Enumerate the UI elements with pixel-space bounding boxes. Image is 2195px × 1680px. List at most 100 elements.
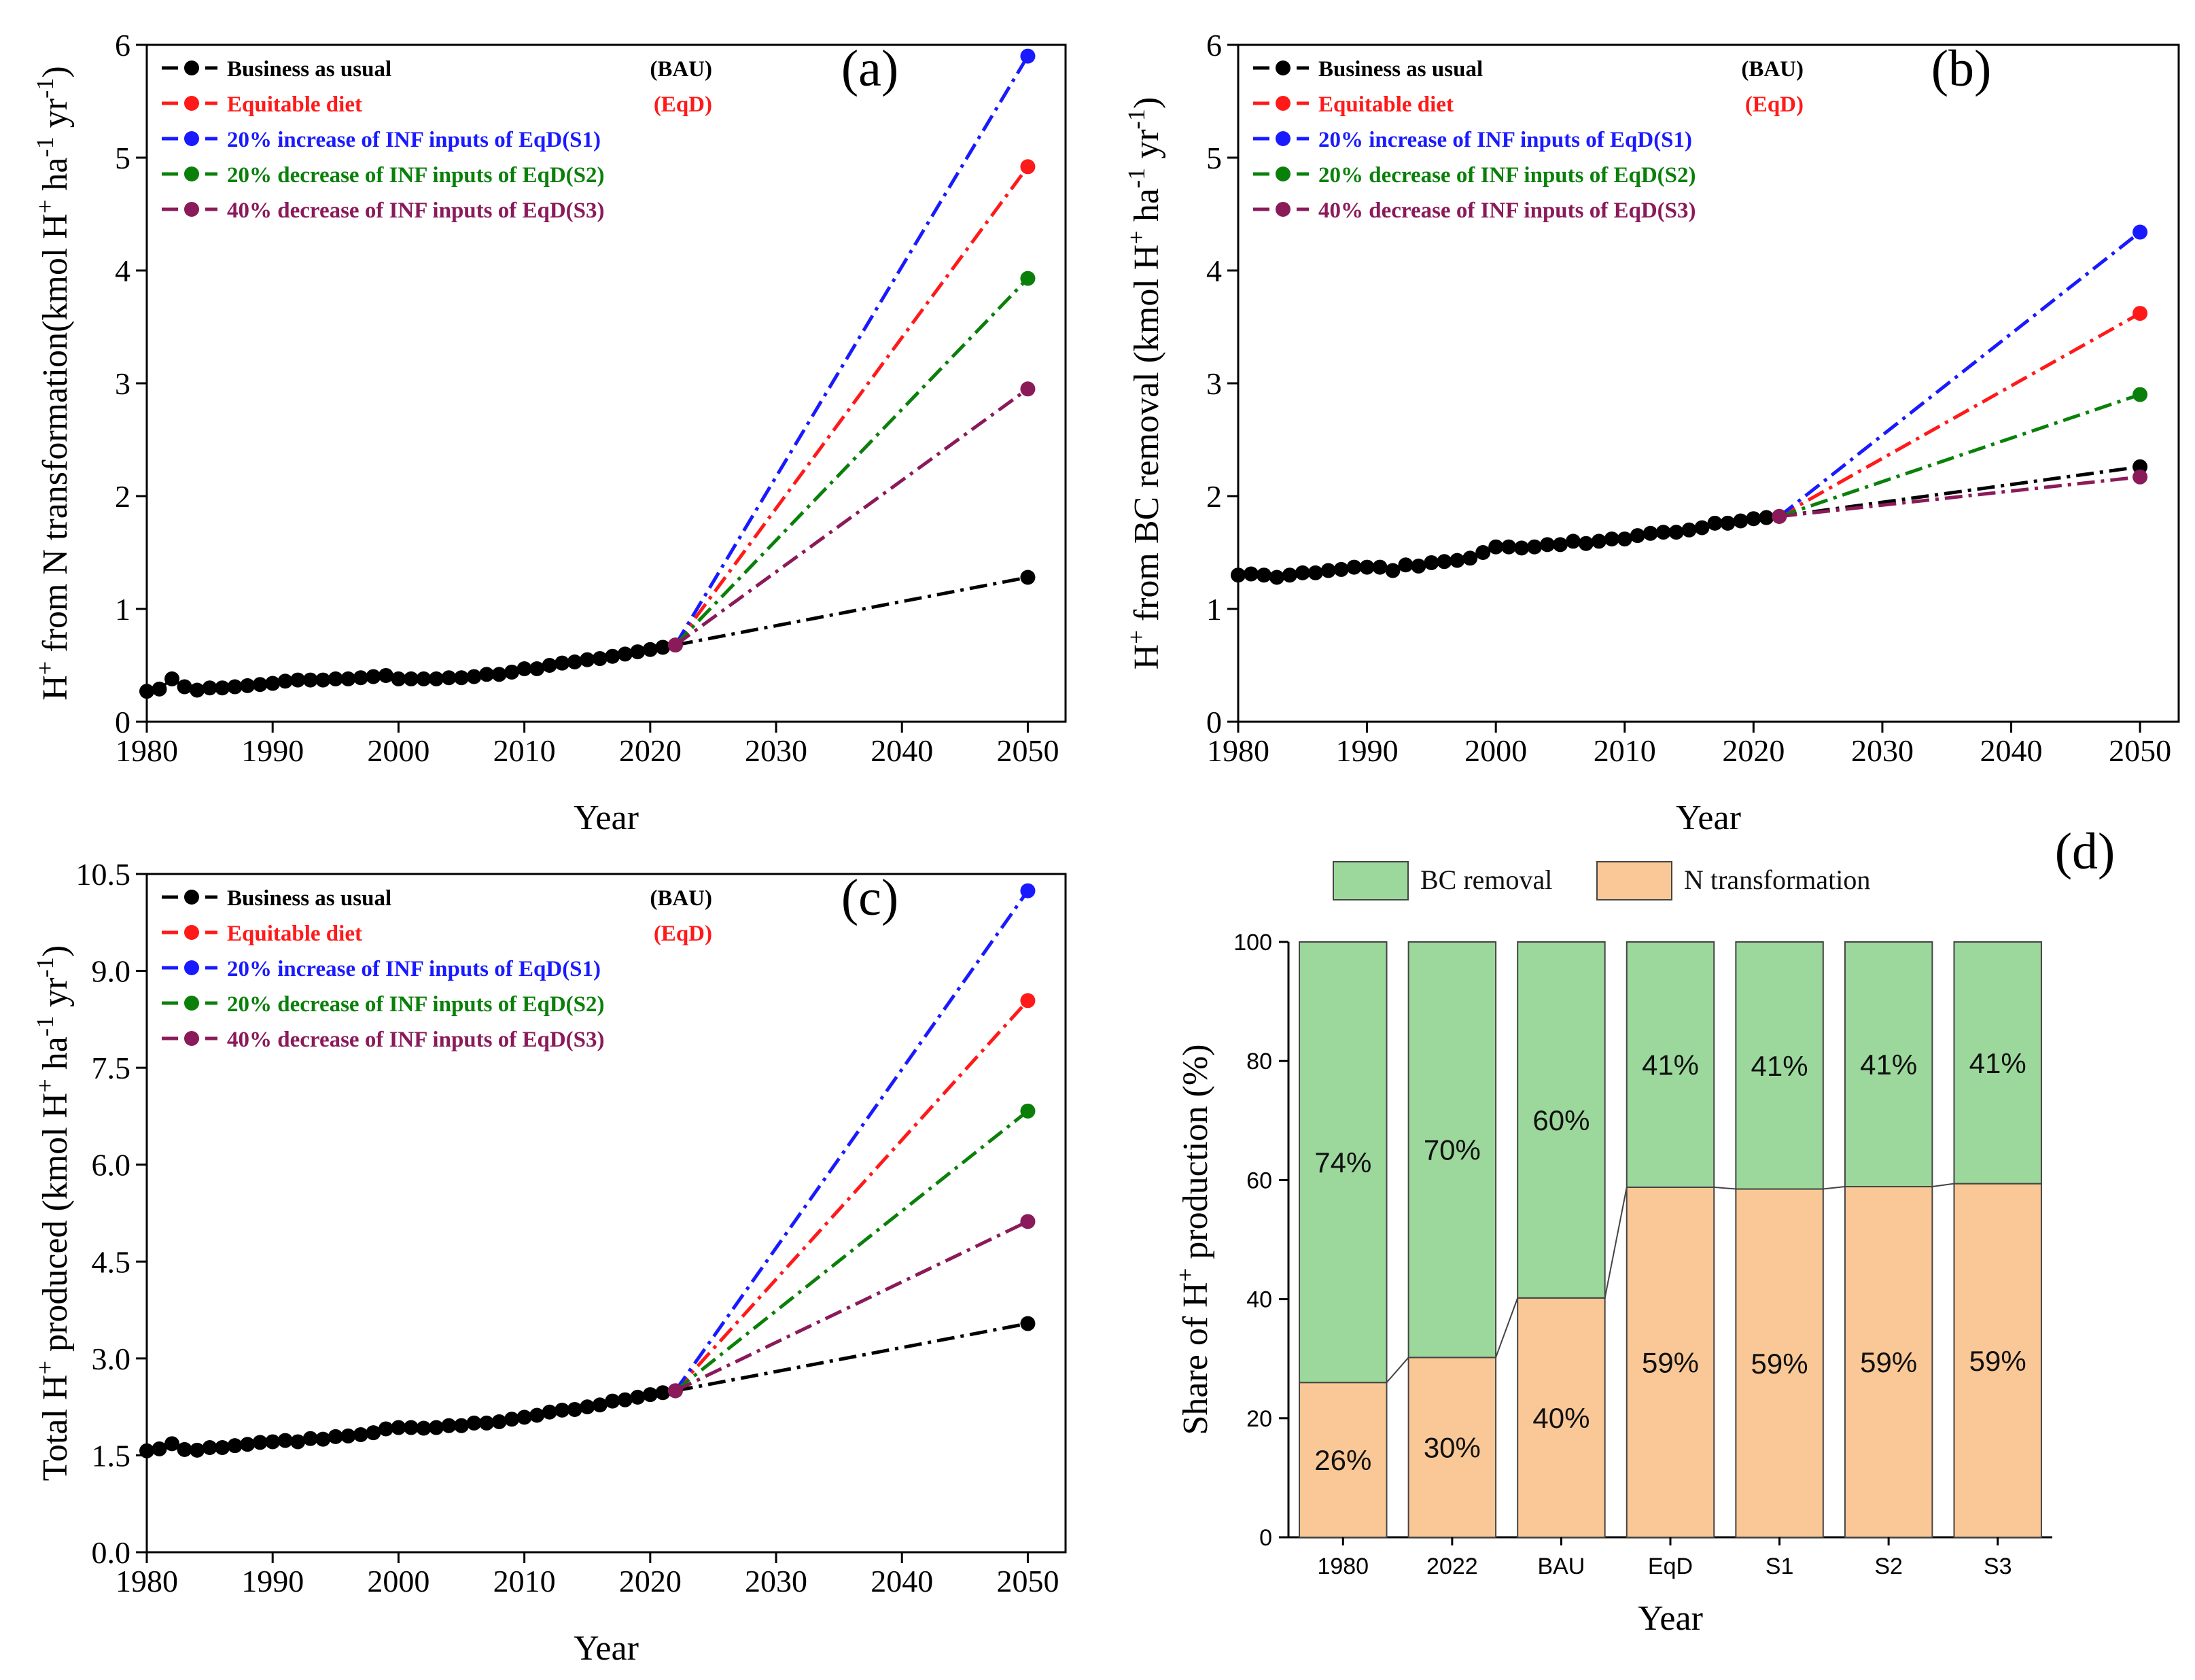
x-tick-label: S2 <box>1874 1554 1903 1579</box>
bar-label-bc: 41% <box>1969 1047 2026 1079</box>
data-point <box>1746 511 1761 527</box>
data-point <box>1295 565 1310 580</box>
x-tick-label: 1980 <box>1207 733 1269 768</box>
legend-marker-eqd <box>184 925 199 940</box>
data-point <box>1269 570 1284 585</box>
data-point <box>555 1402 570 1418</box>
legend-label-s1: 20% increase of INF inputs of EqD(S1) <box>227 957 601 981</box>
data-point <box>592 651 608 667</box>
data-point <box>391 671 406 686</box>
y-axis-label: H+ from N transformation(kmol H+ ha-1 yr… <box>31 66 75 701</box>
x-tick-label: 2000 <box>367 733 429 768</box>
end-point-bau <box>1020 1316 1036 1331</box>
bar-n-transformation <box>1953 1183 2042 1538</box>
data-point <box>1604 531 1619 547</box>
data-point <box>1256 567 1271 583</box>
data-point <box>1733 513 1749 529</box>
x-tick-label: 1980 <box>116 733 178 768</box>
connector-line <box>1386 1357 1409 1383</box>
legend-marker-s3 <box>1276 202 1290 217</box>
data-point <box>1346 559 1362 575</box>
data-point <box>529 661 545 676</box>
legend-marker-s2 <box>1276 167 1290 181</box>
legend-marker-s2 <box>184 167 199 181</box>
legend-marker-s2 <box>184 996 199 1011</box>
y-tick-label: 3 <box>1206 366 1222 401</box>
data-point <box>1655 525 1671 540</box>
legend-label-s3: 40% decrease of INF inputs of EqD(S3) <box>227 1028 605 1052</box>
data-point <box>605 1393 620 1409</box>
data-point <box>1333 561 1349 577</box>
data-point <box>1501 539 1517 555</box>
y-tick-label: 0 <box>115 705 130 739</box>
x-tick-label: 2020 <box>619 733 682 768</box>
data-point <box>580 652 595 667</box>
bar-label-bc: 41% <box>1860 1049 1917 1081</box>
bar-label-bc: 41% <box>1751 1050 1808 1082</box>
data-point <box>617 1392 633 1407</box>
bar-bc-removal <box>1299 941 1388 1384</box>
panel-letter: (d) <box>2055 823 2115 880</box>
data-point <box>315 672 331 688</box>
y-tick-label: 3.0 <box>92 1342 131 1376</box>
x-axis-label: Year <box>574 1629 639 1668</box>
legend-tag-bau: (BAU) <box>650 886 712 911</box>
data-point <box>1617 531 1632 547</box>
data-point <box>227 679 243 695</box>
panel-letter: (a) <box>841 40 898 97</box>
data-point <box>580 1399 595 1415</box>
x-tick-label: 2010 <box>493 1564 556 1598</box>
data-point <box>290 1434 306 1450</box>
bar-label-bc: 41% <box>1642 1049 1699 1081</box>
data-point <box>491 667 507 682</box>
projection-line-s1 <box>1778 230 2141 518</box>
y-tick-label: 20 <box>1246 1406 1272 1432</box>
end-point-s1 <box>1020 48 1036 64</box>
y-tick-label: 80 <box>1246 1049 1272 1074</box>
data-point <box>215 680 230 696</box>
data-point <box>240 678 256 693</box>
x-tick-label: 2020 <box>619 1564 682 1598</box>
data-point <box>139 684 154 699</box>
legend: Business as usual (BAU) Equitable diet (EqD… <box>162 57 712 223</box>
end-point-bau <box>1020 570 1036 585</box>
bar-label-n: 26% <box>1314 1444 1371 1476</box>
legend-label-bau: Business as usual <box>227 57 391 82</box>
data-point <box>378 667 393 683</box>
x-tick-label: S3 <box>1984 1554 2012 1579</box>
data-point <box>152 1441 167 1456</box>
x-tick-label: 1990 <box>1336 733 1399 768</box>
data-point <box>353 670 368 686</box>
data-point <box>378 1421 393 1437</box>
bar-bc-removal <box>1953 941 2042 1185</box>
data-point <box>428 1420 444 1435</box>
data-point <box>617 646 633 662</box>
data-point <box>1307 565 1323 580</box>
legend-marker-s1 <box>184 960 199 975</box>
legend: Business as usual (BAU) Equitable diet (EqD… <box>162 886 712 1052</box>
panel-b: 1980 1990 2000 2010 2020 2030 2040 2050 0 1 2 3 4 5 6 Y… <box>1123 28 2180 837</box>
x-tick-label: 2030 <box>745 733 807 768</box>
data-point <box>1320 563 1336 578</box>
data-point <box>466 1415 482 1431</box>
data-point <box>1694 520 1710 536</box>
data-point <box>290 672 306 688</box>
x-axis-label: Year <box>574 799 639 837</box>
projection-line-s2 <box>674 1109 1029 1393</box>
legend-tag-bau: (BAU) <box>1741 57 1804 82</box>
y-tick-label: 3 <box>115 366 130 401</box>
y-tick-label: 4 <box>1206 253 1222 288</box>
end-point-s3 <box>1020 1214 1036 1229</box>
data-point <box>227 1438 243 1454</box>
y-tick-label: 1 <box>1206 592 1222 627</box>
legend-label-s3: 40% decrease of INF inputs of EqD(S3) <box>227 198 605 223</box>
data-point <box>177 679 192 695</box>
y-tick-label: 5 <box>1206 141 1222 175</box>
data-point <box>1398 557 1413 573</box>
x-tick-label: 2050 <box>996 1564 1059 1598</box>
bar-bc-removal <box>1735 941 1824 1190</box>
legend-swatch-bc-removal <box>1333 861 1409 900</box>
y-tick-label: 100 <box>1233 930 1272 956</box>
data-point <box>340 1428 356 1443</box>
